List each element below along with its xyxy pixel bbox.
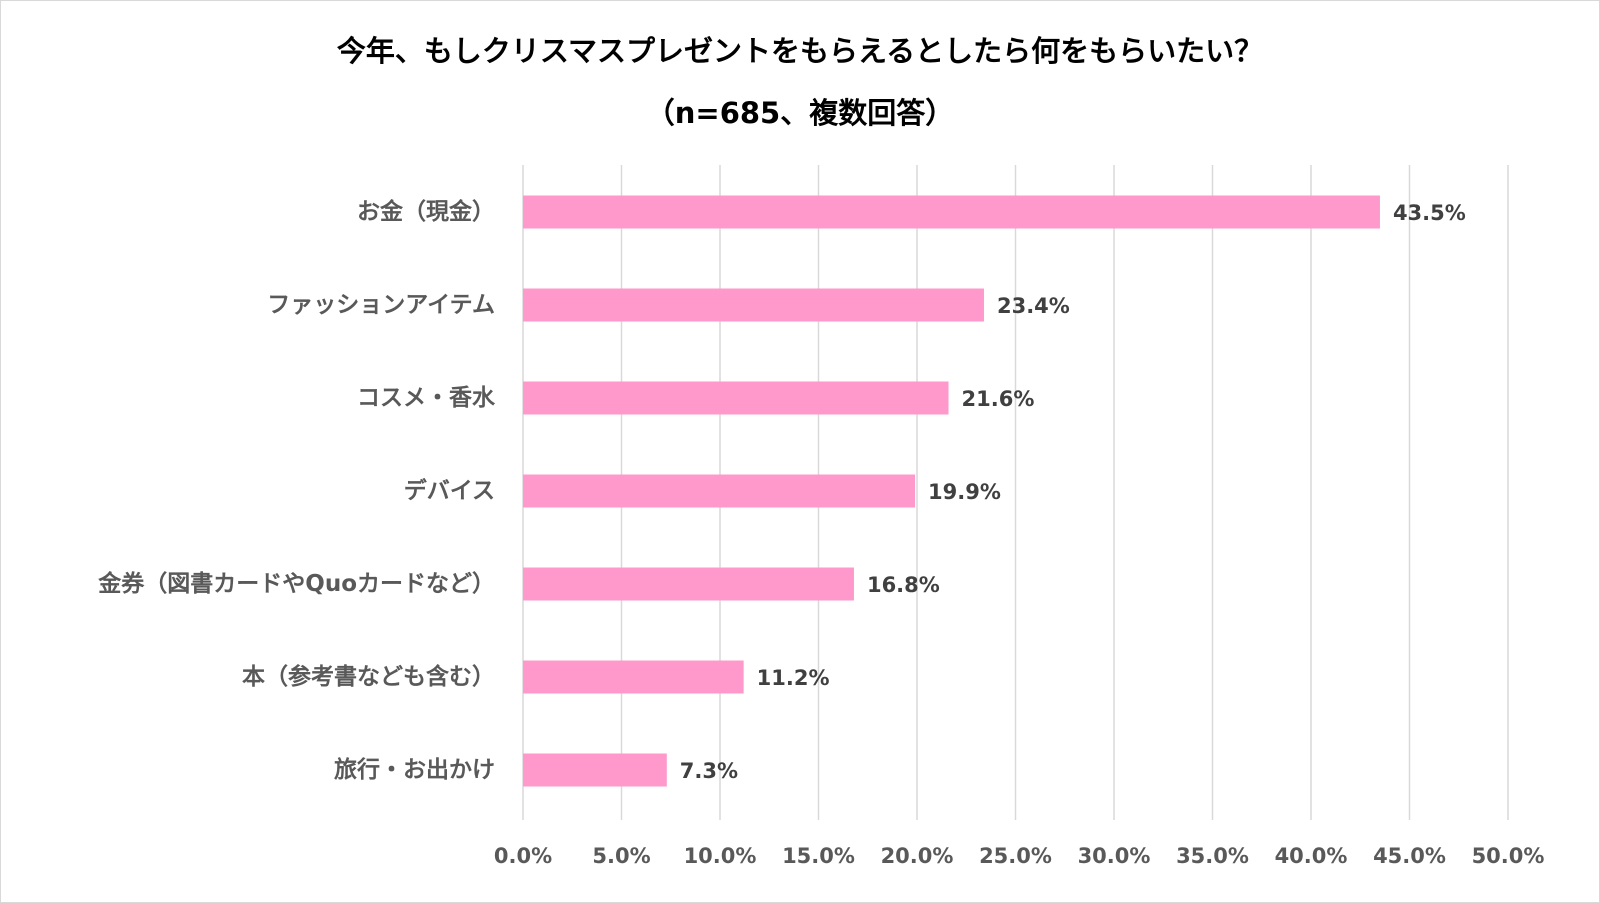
x-tick-label: 35.0% [1176,844,1249,868]
bar [523,381,949,415]
category-label: 金券（図書カードやQuoカードなど） [97,570,495,597]
data-label: 43.5% [1393,201,1466,225]
category-label: 本（参考書なども含む） [242,663,495,690]
category-label: 旅行・お出かけ [334,756,495,783]
category-label: お金（現金） [357,198,495,225]
category-label: コスメ・香水 [357,385,496,411]
bar [523,753,667,787]
x-tick-label: 45.0% [1373,844,1446,868]
data-label: 11.2% [757,666,830,690]
x-tick-label: 15.0% [782,844,855,868]
data-label: 7.3% [680,759,738,783]
x-tick-label: 10.0% [684,844,757,868]
bar [523,195,1380,229]
x-tick-label: 25.0% [979,844,1052,868]
data-label: 19.9% [928,480,1001,504]
category-label: ファッションアイテム [267,292,495,318]
chart-subtitle: （n=685、複数回答） [645,96,955,130]
x-tick-label: 0.0% [494,844,552,868]
data-label: 16.8% [867,573,940,597]
bar [523,288,984,322]
category-label: デバイス [404,477,495,504]
x-tick-label: 50.0% [1472,844,1545,868]
data-label: 23.4% [997,294,1070,318]
bar [523,474,916,508]
x-tick-label: 20.0% [881,844,954,868]
x-tick-label: 5.0% [592,844,650,868]
bar [523,660,744,694]
data-label: 21.6% [962,387,1035,411]
x-tick-label: 30.0% [1078,844,1151,868]
chart-title: 今年、もしクリスマスプレゼントをもらえるとしたら何をもらいたい？ [336,34,1264,68]
bar [523,567,854,601]
x-tick-label: 40.0% [1275,844,1348,868]
